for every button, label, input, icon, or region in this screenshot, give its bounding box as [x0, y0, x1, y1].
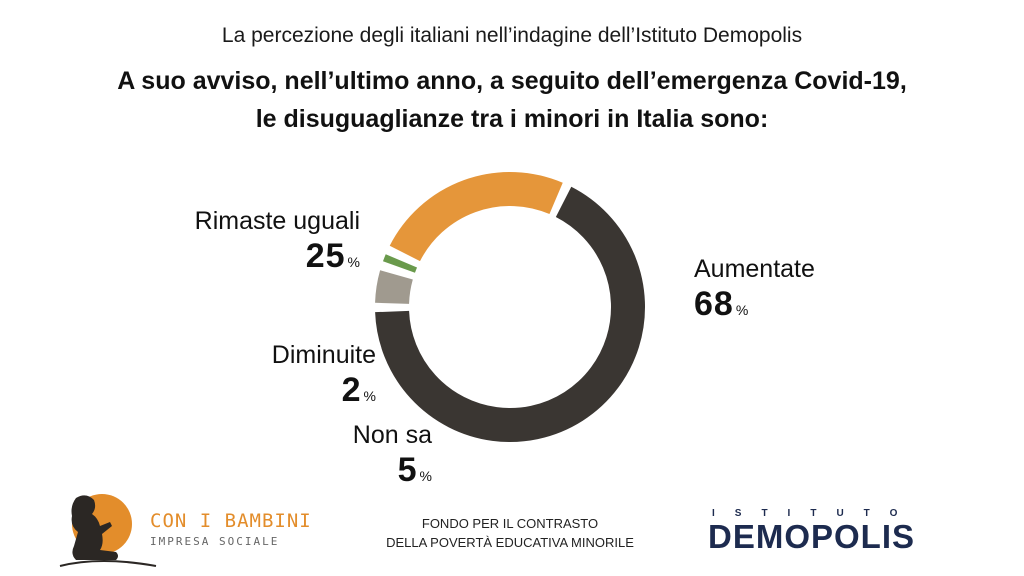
fund-line-2: DELLA POVERTÀ EDUCATIVA MINORILE: [386, 535, 634, 550]
con-i-bambini-subtitle: IMPRESA SOCIALE: [150, 535, 280, 548]
slice-name: Diminuite: [271, 341, 376, 369]
donut-slice-diminuite: [382, 254, 418, 273]
slice-value: 25: [305, 237, 346, 275]
donut-slice-aumentate: [375, 186, 645, 442]
slice-unit: %: [363, 388, 376, 404]
slice-label-rimaste-uguali: Rimaste uguali 25%: [150, 206, 360, 283]
demopolis-logo-top: ISTITUTO: [712, 508, 918, 519]
chart-title-line-1: A suo avviso, nell’ultimo anno, a seguit…: [117, 67, 907, 95]
fund-caption: FONDO PER IL CONTRASTO DELLA POVERTÀ EDU…: [370, 514, 650, 552]
slice-unit: %: [735, 302, 749, 318]
slice-name: Non sa: [352, 421, 432, 449]
slice-value: 2: [341, 371, 362, 409]
slice-label-diminuite: Diminuite 2%: [200, 340, 376, 417]
chart-subtitle: La percezione degli italiani nell’indagi…: [221, 24, 803, 47]
slice-unit: %: [347, 254, 360, 270]
slice-unit: %: [419, 468, 432, 484]
donut-slice-non-sa: [375, 270, 413, 305]
slice-value: 68: [694, 285, 734, 323]
donut-slice-rimaste-uguali: [389, 172, 563, 262]
con-i-bambini-name: CON I BAMBINI: [150, 510, 312, 532]
con-i-bambini-logo: [59, 494, 157, 567]
chart-title: A suo avviso, nell’ultimo anno, a seguit…: [0, 62, 1024, 138]
chart-title-line-2: le disuguaglianze tra i minori in Italia…: [255, 105, 769, 133]
slice-label-aumentate: Aumentate 68%: [694, 254, 815, 331]
slice-label-non-sa: Non sa 5%: [300, 420, 432, 497]
fund-line-1: FONDO PER IL CONTRASTO: [421, 516, 599, 531]
slice-value: 5: [397, 451, 418, 489]
slice-name: Rimaste uguali: [194, 207, 360, 235]
slice-name: Aumentate: [694, 255, 815, 283]
demopolis-logo: DEMOPOLIS: [708, 518, 916, 555]
